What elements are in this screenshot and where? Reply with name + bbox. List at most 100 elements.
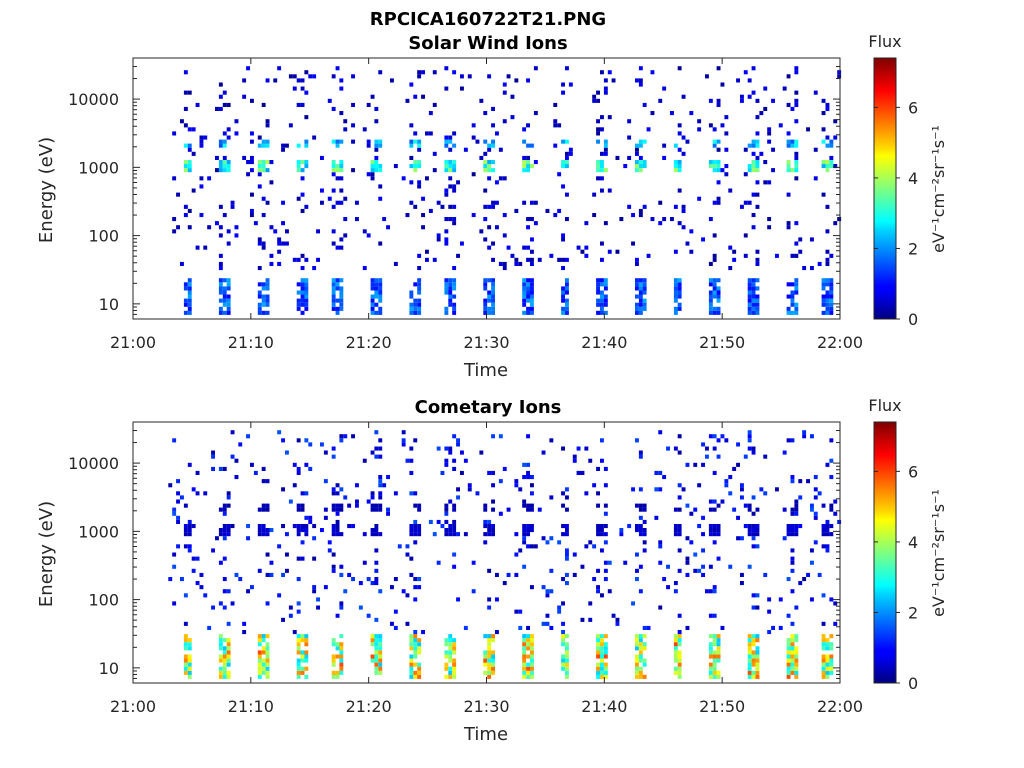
heatmap-cell (487, 674, 492, 679)
heatmap-cell (829, 286, 834, 291)
heatmap-cell (705, 74, 709, 79)
heatmap-cell (825, 532, 830, 537)
heatmap-cell (642, 204, 647, 209)
heatmap-cell (187, 310, 192, 315)
heatmap-cell (635, 151, 639, 156)
heatmap-cell (199, 213, 204, 218)
heatmap-cell (790, 438, 795, 443)
heatmap-cell (491, 499, 495, 504)
heatmap-cell (790, 475, 795, 480)
heatmap-cell (432, 168, 437, 173)
heatmap-cell (638, 139, 643, 144)
heatmap-cell (708, 524, 713, 529)
heatmap-cell (802, 430, 807, 435)
heatmap-cell (218, 225, 223, 230)
heatmap-cell (825, 257, 830, 262)
heatmap-cell (673, 507, 678, 512)
heatmap-cell (261, 213, 266, 218)
heatmap-cell (495, 200, 499, 205)
heatmap-cell (296, 670, 301, 675)
heatmap-cell (417, 662, 422, 667)
heatmap-cell (825, 294, 830, 299)
heatmap-cell (794, 532, 799, 537)
heatmap-cell (304, 674, 309, 679)
heatmap-cell (677, 532, 682, 537)
heatmap-cell (825, 164, 830, 169)
heatmap-cell (300, 666, 305, 671)
heatmap-cell (627, 204, 632, 209)
colorbar (873, 421, 897, 684)
heatmap-cell (596, 131, 600, 136)
heatmap-cell (226, 662, 231, 667)
heatmap-cell (187, 298, 192, 303)
heatmap-cell (506, 507, 511, 512)
heatmap-cell (638, 528, 643, 533)
heatmap-cell (187, 532, 192, 537)
heatmap-cell (452, 646, 457, 651)
heatmap-cell (335, 532, 340, 537)
heatmap-cell (771, 98, 775, 103)
heatmap-cell (747, 670, 752, 675)
heatmap-cell (187, 462, 192, 467)
heatmap-cell (561, 237, 565, 242)
heatmap-cell (304, 462, 309, 467)
heatmap-cell (265, 302, 270, 307)
heatmap-cell (763, 160, 768, 165)
heatmap-cell (347, 572, 352, 577)
heatmap-cell (339, 650, 344, 655)
heatmap-cell (767, 180, 772, 185)
heatmap-cell (218, 106, 223, 111)
heatmap-cell (339, 634, 344, 639)
heatmap-cell (265, 642, 270, 647)
heatmap-cell (654, 487, 659, 492)
heatmap-cell (638, 650, 643, 655)
heatmap-cell (588, 540, 593, 545)
heatmap-cell (339, 503, 344, 508)
heatmap-cell (222, 646, 227, 651)
heatmap-cell (810, 548, 814, 553)
heatmap-cell (339, 605, 344, 610)
heatmap-cell (374, 286, 379, 291)
panel-title: Solar Wind Ions (408, 33, 567, 54)
heatmap-cell (491, 507, 495, 512)
heatmap-cell (261, 646, 266, 651)
heatmap-cell (222, 164, 227, 169)
heatmap-cell (409, 458, 414, 463)
heatmap-cell (825, 638, 830, 643)
heatmap-cell (300, 524, 305, 529)
heatmap-cell (331, 638, 336, 643)
heatmap-cell (565, 302, 569, 307)
colorbar-title: Flux (868, 396, 901, 415)
heatmap-cell (409, 666, 414, 671)
heatmap-cell (638, 450, 643, 455)
heatmap-cell (522, 674, 527, 679)
heatmap-cell (712, 127, 717, 132)
heatmap-cell (572, 454, 577, 459)
heatmap-cell (522, 670, 527, 675)
heatmap-cell (331, 278, 336, 283)
heatmap-cell (751, 143, 756, 148)
heatmap-cell (300, 176, 305, 181)
heatmap-cell (677, 528, 682, 533)
heatmap-cell (296, 674, 301, 679)
heatmap-cell (257, 290, 262, 295)
heatmap-cell (304, 298, 309, 303)
heatmap-cell (786, 160, 791, 165)
heatmap-cell (662, 155, 667, 160)
heatmap-cell (246, 589, 250, 594)
heatmap-cell (187, 670, 192, 675)
heatmap-cell (638, 515, 643, 520)
heatmap-cell (677, 548, 682, 553)
heatmap-cell (257, 634, 262, 639)
heatmap-cell (242, 630, 247, 635)
heatmap-cell (222, 139, 227, 144)
heatmap-cell (794, 168, 799, 173)
heatmap-cell (335, 670, 340, 675)
heatmap-cell (607, 188, 612, 193)
heatmap-cell (222, 168, 227, 173)
heatmap-cell (658, 487, 663, 492)
heatmap-cell (514, 479, 519, 484)
heatmap-cell (277, 593, 282, 598)
heatmap-cell (794, 503, 799, 508)
heatmap-cell (526, 654, 530, 659)
